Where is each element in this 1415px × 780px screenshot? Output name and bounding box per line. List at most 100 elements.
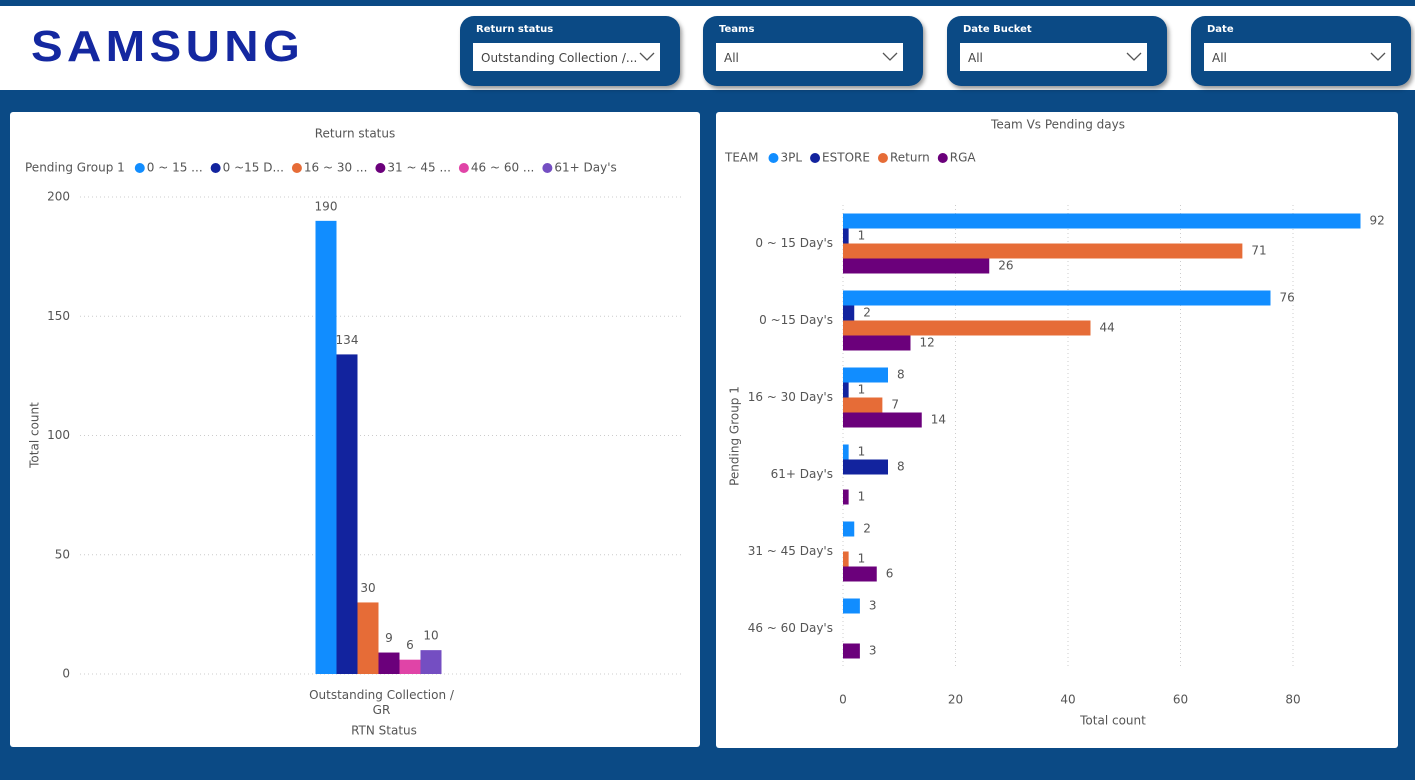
data-label: 30 <box>360 581 375 595</box>
y-axis-label: Total count <box>28 402 42 469</box>
bar <box>843 412 922 428</box>
bar <box>843 444 849 460</box>
data-label: 1 <box>858 552 866 566</box>
y-axis-label: Pending Group 1 <box>728 386 742 486</box>
bar <box>843 459 888 475</box>
legend-label: 3PL <box>780 151 802 165</box>
dropdown[interactable]: All <box>1204 43 1391 71</box>
data-label: 2 <box>863 306 871 320</box>
chevron <box>882 52 898 61</box>
legend-marker <box>810 153 821 163</box>
dropdown-value: All <box>724 51 739 65</box>
filter[interactable]: Date All <box>1191 16 1411 86</box>
y-tick-label: 0 ~ 15 Day's <box>755 236 833 250</box>
data-label: 71 <box>1251 244 1266 258</box>
bar <box>378 652 400 674</box>
data-label: 76 <box>1280 291 1295 305</box>
bar <box>843 305 855 321</box>
data-label: 190 <box>315 199 338 213</box>
y-tick-label: 0 ~15 Day's <box>759 313 833 327</box>
filter[interactable]: Teams All <box>703 16 923 86</box>
legend-label: 0 ~ 15 ... <box>147 161 203 175</box>
chevron <box>639 52 655 61</box>
data-label: 134 <box>336 333 359 347</box>
data-label: 8 <box>897 460 905 474</box>
y-tick-label: 200 <box>47 190 70 204</box>
bar <box>843 213 1361 229</box>
legend-label: 16 ~ 30 ... <box>304 161 367 175</box>
bar <box>399 659 421 674</box>
legend-marker <box>542 163 553 173</box>
bar <box>843 566 877 582</box>
data-label: 6 <box>886 567 894 581</box>
bar <box>843 290 1271 306</box>
legend-marker <box>937 153 948 163</box>
legend-marker <box>375 163 386 173</box>
x-tick-label: 80 <box>1285 693 1300 707</box>
card <box>716 112 1398 748</box>
bar <box>843 382 849 398</box>
legend-label: 61+ Day's <box>554 161 616 175</box>
bar <box>843 551 849 567</box>
data-label: 9 <box>385 631 393 645</box>
filter-label: Return status <box>476 24 554 35</box>
y-tick-label: 61+ Day's <box>771 467 833 481</box>
x-tick-label: 20 <box>948 693 963 707</box>
chevron <box>1126 52 1142 61</box>
y-tick-label: 100 <box>47 428 70 442</box>
legend-label: RGA <box>950 151 977 165</box>
chevron <box>1370 52 1386 61</box>
bar <box>843 335 911 351</box>
chart-title: Team Vs Pending days <box>990 118 1125 132</box>
bar <box>843 643 860 659</box>
legend-marker <box>877 153 888 163</box>
data-label: 14 <box>931 413 946 427</box>
bar <box>843 320 1091 336</box>
bar <box>843 367 888 383</box>
dropdown[interactable]: Outstanding Collection /... <box>473 43 660 71</box>
bar <box>843 598 860 614</box>
legend-marker <box>134 163 145 173</box>
dropdown-value: Outstanding Collection /... <box>481 51 638 65</box>
data-label: 26 <box>998 259 1013 273</box>
bar <box>843 258 990 274</box>
data-label: 44 <box>1100 321 1115 335</box>
bar <box>843 228 849 244</box>
legend-label: 46 ~ 60 ... <box>471 161 534 175</box>
x-axis-label: Total count <box>1079 714 1146 728</box>
y-tick-label: 46 ~ 60 Day's <box>748 621 833 635</box>
data-label: 6 <box>406 638 414 652</box>
dropdown[interactable]: All <box>716 43 903 71</box>
filter[interactable]: Date Bucket All <box>947 16 1167 86</box>
data-label: 3 <box>869 599 877 613</box>
data-label: 3 <box>869 644 877 658</box>
chart-title: Return status <box>315 127 396 141</box>
filter-label: Date Bucket <box>963 24 1032 35</box>
legend-marker <box>458 163 469 173</box>
bar <box>357 602 379 674</box>
filter[interactable]: Return status Outstanding Collection /... <box>460 16 680 86</box>
bar <box>420 650 442 674</box>
dropdown[interactable]: All <box>960 43 1147 71</box>
legend-label: 0 ~15 D... <box>223 161 284 175</box>
y-tick-label: 150 <box>47 309 70 323</box>
dropdown-value: All <box>968 51 983 65</box>
data-label: 2 <box>863 522 871 536</box>
y-tick-label: 0 <box>62 667 70 681</box>
filter-label: Date <box>1207 24 1234 35</box>
bar <box>843 489 849 505</box>
x-tick-label: 40 <box>1060 693 1075 707</box>
data-label: 92 <box>1370 214 1385 228</box>
data-label: 7 <box>891 398 899 412</box>
legend-label: ESTORE <box>822 151 870 165</box>
x-tick-label: 60 <box>1173 693 1188 707</box>
legend-title: Pending Group 1 <box>25 161 125 175</box>
y-tick-label: 50 <box>55 547 70 561</box>
data-label: 1 <box>858 490 866 504</box>
bar <box>843 397 883 413</box>
dropdown-value: All <box>1212 51 1227 65</box>
header: SAMSUNG Return status Outstanding Collect… <box>0 6 1415 90</box>
y-tick-label: 16 ~ 30 Day's <box>748 390 833 404</box>
